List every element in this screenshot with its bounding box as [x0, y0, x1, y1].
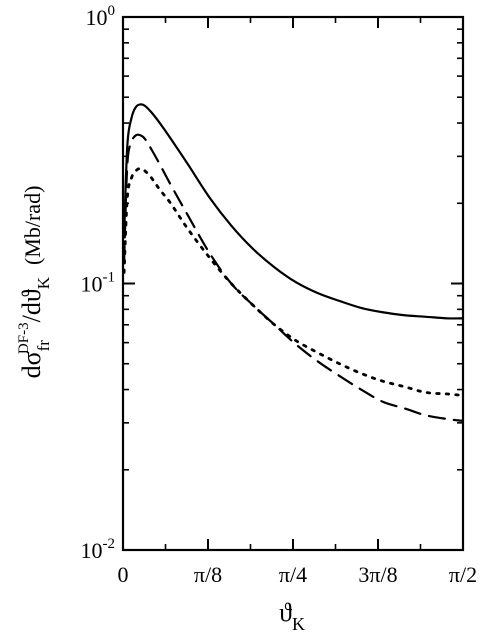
plot-frame — [121, 15, 465, 552]
y-tick-label: 10-1 — [81, 270, 116, 297]
ticks-layer: 0 π/8 π/4 3π/8 π/2 100 10-1 10-2 — [81, 3, 478, 587]
series-line-dashed — [122, 133, 465, 423]
y-axis-label: dσfrDF-3/dϑK(Mb/rad) — [16, 186, 53, 379]
x-tick-label: 0 — [118, 562, 129, 587]
x-axis-label: ϑK — [279, 598, 305, 634]
y-tick-label: 10-2 — [81, 536, 116, 563]
x-tick-label: π/8 — [194, 562, 222, 587]
y-tick-label: 100 — [86, 3, 116, 30]
series-layer — [122, 103, 465, 423]
x-tick-label: π/4 — [279, 562, 307, 587]
series-line-solid — [122, 103, 465, 320]
x-tick-label: π/2 — [449, 562, 477, 587]
series-line-dotted — [122, 167, 465, 397]
x-tick-label: 3π/8 — [358, 562, 397, 587]
